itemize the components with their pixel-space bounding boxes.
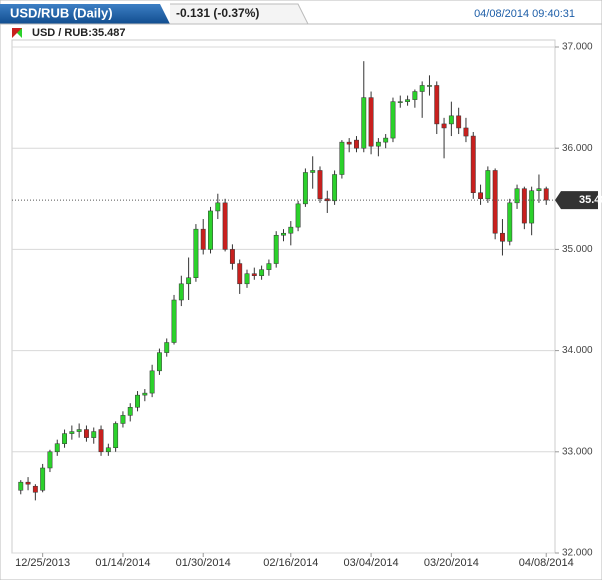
candle-body — [25, 481, 31, 485]
title-tab — [0, 4, 170, 24]
candle-body — [427, 85, 432, 87]
candle-body — [470, 135, 476, 193]
chart-title: USD/RUB (Daily) — [10, 5, 113, 20]
candle-body — [105, 447, 111, 453]
candle-body — [229, 249, 235, 264]
instrument: USD / RUB:35.487 — [32, 27, 126, 39]
candle-body — [259, 269, 265, 276]
candle-body — [441, 123, 447, 129]
candle-body — [434, 85, 440, 125]
candle-body — [178, 283, 184, 301]
x-tick-label: 03/04/2014 — [344, 557, 399, 569]
candle-body — [76, 429, 82, 432]
candle-body — [332, 174, 338, 202]
y-tick-label: 36.000 — [562, 143, 593, 154]
candle-body — [375, 141, 381, 147]
candle-body — [405, 99, 411, 102]
candle-body — [156, 352, 162, 372]
candle-body — [244, 273, 250, 285]
candle-body — [84, 429, 89, 438]
candle-body — [18, 481, 24, 491]
candle-body — [113, 423, 119, 449]
candle-body — [368, 97, 374, 147]
candle-body — [266, 263, 272, 270]
candle-body — [135, 394, 140, 408]
candle-body — [222, 202, 228, 250]
candle-body — [529, 190, 535, 224]
y-tick-label: 37.000 — [562, 42, 593, 53]
change: -0.131 (-0.37%) — [176, 6, 259, 20]
y-tick-label: 33.000 — [562, 446, 593, 457]
candle-body — [200, 228, 206, 250]
candle-body — [339, 141, 345, 175]
last-price-tag — [555, 191, 598, 210]
last-price-label: 35.487 — [579, 194, 602, 206]
x-tick-label: 03/20/2014 — [424, 557, 479, 569]
candle-body — [288, 226, 294, 234]
candle-body — [142, 392, 148, 396]
candle-body — [543, 188, 549, 201]
candle-body — [354, 139, 359, 149]
x-tick-label: 01/30/2014 — [176, 557, 231, 569]
candle-body — [412, 91, 418, 100]
candle-body — [237, 263, 243, 285]
timestamp: 04/08/2014 09:40:31 — [474, 8, 575, 20]
candle-body — [302, 172, 308, 205]
candle-body — [485, 170, 491, 200]
y-tick-label: 32.000 — [562, 548, 593, 559]
candle-body — [521, 188, 527, 224]
candle-body — [127, 407, 133, 416]
candle-body — [69, 431, 75, 434]
candle-body — [514, 188, 520, 204]
candle-body — [32, 485, 38, 493]
candle-body — [273, 234, 279, 264]
candle-body — [208, 210, 213, 250]
candle-body — [361, 97, 367, 149]
candle-body — [62, 433, 67, 444]
x-tick-label: 02/16/2014 — [263, 557, 318, 569]
candle-body — [193, 228, 199, 278]
candle-body — [120, 415, 126, 424]
candle-body — [390, 101, 396, 139]
candle-body — [47, 451, 53, 469]
candle-body — [186, 277, 192, 285]
candle-body — [448, 115, 454, 125]
candle-body — [91, 431, 97, 438]
candle-body — [463, 127, 469, 137]
y-tick-label: 35.000 — [562, 244, 593, 255]
candle-body — [164, 342, 170, 353]
candle-body — [251, 273, 257, 276]
candle-body — [507, 202, 513, 242]
candle-body — [500, 232, 505, 242]
candle-body — [171, 299, 177, 343]
candle-body — [478, 192, 483, 200]
candle-body — [536, 188, 542, 191]
x-tick-label: 04/08/2014 — [519, 557, 574, 569]
x-tick-label: 12/25/2013 — [15, 557, 70, 569]
candle-body — [295, 203, 301, 228]
candle-body — [383, 137, 389, 143]
plot-area — [11, 39, 556, 554]
candle-body — [215, 202, 221, 212]
candle-body — [281, 232, 286, 236]
candle-body — [310, 170, 316, 173]
candle-body — [317, 170, 323, 200]
candle-body — [397, 101, 403, 103]
candle-body — [98, 429, 104, 453]
candle-body — [149, 370, 155, 394]
candle-body — [419, 85, 425, 92]
candle-body — [54, 443, 60, 453]
candle-body — [492, 170, 498, 234]
candle-body — [456, 115, 462, 129]
candle-body — [40, 467, 46, 491]
y-tick-label: 34.000 — [562, 345, 593, 356]
x-tick-label: 01/14/2014 — [95, 557, 150, 569]
candle-body — [346, 141, 352, 145]
icon-down — [12, 28, 22, 38]
